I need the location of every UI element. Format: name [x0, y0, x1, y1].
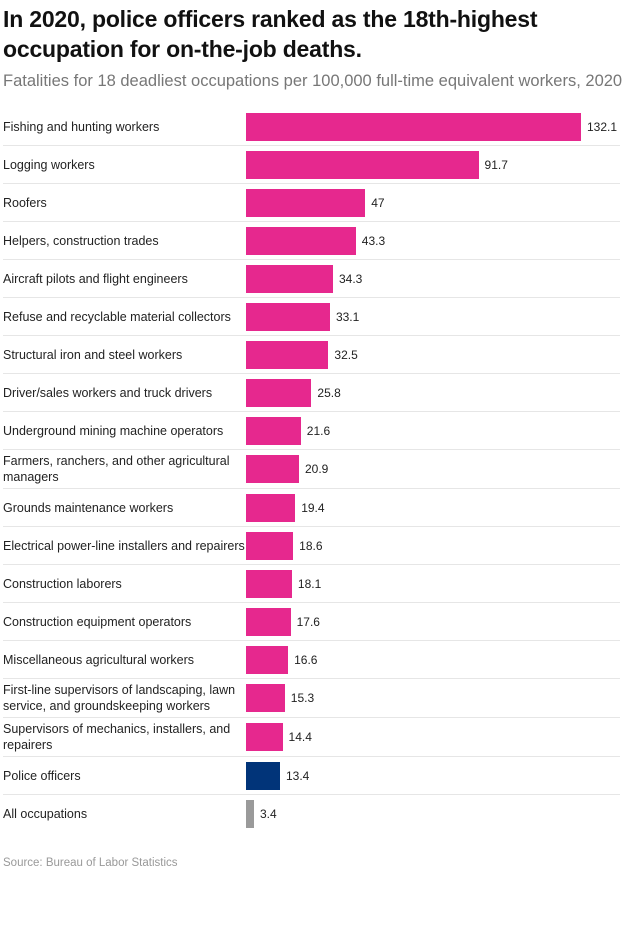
value-label: 20.9	[305, 462, 329, 476]
value-label: 18.1	[297, 576, 322, 591]
bar-container: 25.8	[246, 378, 620, 407]
bar	[246, 340, 329, 369]
value-label: 16.6	[294, 652, 318, 667]
value-label: 33.1	[335, 309, 360, 324]
value-label: 15.3	[290, 691, 315, 705]
source-note: Source: Bureau of Labor Statistics	[3, 857, 178, 869]
bar-container: 13.4	[246, 761, 620, 790]
bar	[246, 416, 301, 445]
bar-container: 20.9	[246, 455, 620, 483]
bar-row: Aircraft pilots and flight engineers 34.3	[3, 260, 620, 298]
bar-container: 18.1	[246, 569, 620, 598]
category-label: Construction equipment operators	[3, 614, 192, 629]
bar-container: 34.3	[246, 264, 620, 293]
category-label: Aircraft pilots and flight engineers	[3, 271, 188, 286]
bar-row: Roofers 47	[3, 184, 620, 222]
category-label: Construction laborers	[3, 576, 122, 591]
category-label: Supervisors of mechanics, installers, an…	[3, 722, 231, 752]
bar-container: 3.4	[246, 800, 620, 828]
value-label: 47	[371, 195, 385, 210]
bar-row: Helpers, construction trades 43.3	[3, 222, 620, 260]
bar-row: Electrical power-line installers and rep…	[3, 527, 620, 565]
bar	[246, 150, 479, 179]
bar-row: Farmers, ranchers, and other agricultura…	[3, 450, 620, 489]
category-label: Farmers, ranchers, and other agricultura…	[3, 454, 230, 484]
category-label: First-line supervisors of landscaping, l…	[3, 683, 236, 713]
category-label: Police officers	[3, 768, 81, 783]
bar	[246, 264, 333, 293]
value-label: 91.7	[484, 157, 508, 172]
bar-row: Fishing and hunting workers 132.1	[3, 108, 620, 146]
chart-subtitle: Fatalities for 18 deadliest occupations …	[3, 72, 623, 90]
bar-row: Grounds maintenance workers 19.4	[3, 489, 620, 527]
bar	[246, 607, 291, 636]
bar-row: Police officers 13.4	[3, 757, 620, 795]
category-label: Miscellaneous agricultural workers	[3, 652, 195, 667]
value-label: 43.3	[361, 233, 386, 248]
bar-container: 132.1	[246, 112, 620, 141]
value-label: 132.1	[587, 119, 618, 134]
value-label: 13.4	[285, 768, 310, 783]
category-label: Fishing and hunting workers	[3, 119, 160, 134]
bar	[246, 226, 356, 255]
category-label: Underground mining machine operators	[3, 423, 224, 438]
value-label: 25.8	[317, 385, 341, 400]
bar-container: 14.4	[246, 723, 620, 751]
category-label: Electrical power-line installers and rep…	[3, 538, 245, 553]
value-label: 34.3	[338, 271, 363, 286]
bar-container: 17.6	[246, 607, 620, 636]
bar	[246, 378, 312, 407]
category-label: All occupations	[3, 807, 88, 821]
value-label: 17.6	[296, 614, 320, 629]
bar-container: 33.1	[246, 302, 620, 331]
bar	[246, 569, 292, 598]
bar	[246, 493, 296, 522]
bar	[246, 302, 330, 331]
bar-row: Refuse and recyclable material collector…	[3, 298, 620, 336]
value-label: 18.6	[299, 538, 323, 553]
bar	[246, 531, 294, 560]
value-label: 19.4	[301, 500, 325, 515]
bar-container: 91.7	[246, 150, 620, 179]
bar-row: First-line supervisors of landscaping, l…	[3, 679, 620, 718]
category-label: Structural iron and steel workers	[3, 347, 183, 362]
bar	[246, 684, 285, 712]
value-label: 14.4	[288, 730, 312, 744]
bar	[246, 112, 581, 141]
value-label: 21.6	[306, 423, 331, 438]
bar	[246, 723, 283, 751]
bar-container: 18.6	[246, 531, 620, 560]
bar-container: 32.5	[246, 340, 620, 369]
bar	[246, 645, 289, 674]
category-label: Helpers, construction trades	[3, 233, 159, 248]
bar-row: All occupations 3.4	[3, 795, 620, 833]
bar-row: Driver/sales workers and truck drivers 25…	[3, 374, 620, 412]
bar-container: 47	[246, 188, 620, 217]
category-label: Roofers	[3, 195, 47, 210]
category-label: Logging workers	[3, 157, 95, 172]
bar	[246, 455, 299, 483]
bar-container: 43.3	[246, 226, 620, 255]
bar-chart: Fishing and hunting workers 132.1 Logging …	[3, 108, 620, 833]
value-label: 32.5	[334, 347, 358, 362]
category-label: Grounds maintenance workers	[3, 500, 174, 515]
bar-row: Construction equipment operators 17.6	[3, 603, 620, 641]
bar-row: Structural iron and steel workers 32.5	[3, 336, 620, 374]
bar	[246, 761, 280, 790]
bar-row: Underground mining machine operators 21.6	[3, 412, 620, 450]
category-label: Driver/sales workers and truck drivers	[3, 385, 213, 400]
bar	[246, 800, 254, 828]
bar-container: 15.3	[246, 684, 620, 712]
bar	[246, 188, 366, 217]
bar-row: Miscellaneous agricultural workers 16.6	[3, 641, 620, 679]
category-label: Refuse and recyclable material collector…	[3, 309, 231, 324]
chart-title: In 2020, police officers ranked as the 1…	[3, 6, 538, 62]
bar-row: Supervisors of mechanics, installers, an…	[3, 718, 620, 757]
value-label: 3.4	[260, 807, 277, 821]
bar-row: Logging workers 91.7	[3, 146, 620, 184]
bar-row: Construction laborers 18.1	[3, 565, 620, 603]
bar-container: 16.6	[246, 645, 620, 674]
bar-container: 21.6	[246, 416, 620, 445]
bar-container: 19.4	[246, 493, 620, 522]
